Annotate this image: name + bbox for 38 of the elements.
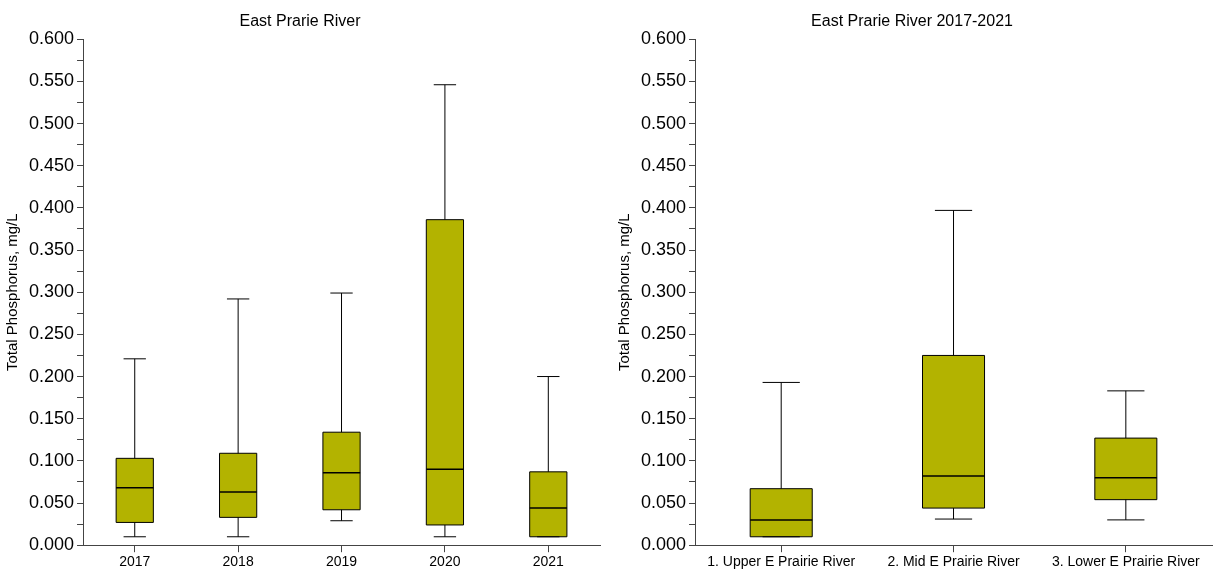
- y-tick-label: 0.200: [29, 365, 75, 386]
- y-tick-label: 0.250: [641, 323, 687, 344]
- y-tick-label: 0.050: [641, 492, 687, 512]
- y-tick-label: 0.350: [29, 239, 75, 259]
- chart-title: East Prarie River 2017-2021: [811, 12, 1014, 30]
- y-tick-label: 0.500: [641, 112, 687, 133]
- y-tick-label: 0.550: [641, 70, 687, 91]
- x-tick-label: 2017: [119, 553, 151, 570]
- y-tick-label: 0.350: [641, 239, 687, 259]
- x-tick-label: 2020: [429, 553, 461, 570]
- y-tick-label: 0.150: [641, 407, 687, 428]
- y-tick-label: 0.300: [29, 281, 75, 302]
- x-tick-label: 3. Lower E Prairie River: [1051, 553, 1201, 570]
- y-tick-label: 0.500: [29, 112, 75, 133]
- y-tick-label: 0.600: [29, 28, 75, 49]
- y-axis-title: Total Phosphorus, mg/L: [615, 213, 633, 371]
- x-tick-label: 2. Mid E Prairie River: [887, 553, 1020, 570]
- x-tick-label: 2021: [532, 553, 565, 570]
- x-tick-label: 2019: [325, 553, 358, 570]
- chart-title: East Prarie River: [239, 12, 362, 30]
- y-tick-label: 0.250: [29, 323, 75, 344]
- x-tick-label: 1. Upper E Prairie River: [707, 553, 856, 570]
- y-tick-label: 0.400: [641, 196, 687, 217]
- y-tick-label: 0.450: [29, 154, 75, 175]
- y-tick-label: 0.100: [641, 449, 687, 470]
- y-tick-label: 0.200: [641, 365, 687, 386]
- y-tick-label: 0.050: [29, 492, 75, 512]
- y-tick-label: 0.400: [29, 196, 75, 217]
- y-tick-label: 0.100: [29, 449, 75, 470]
- x-tick-label: 2018: [222, 553, 254, 570]
- y-tick-label: 0.450: [641, 154, 687, 175]
- y-tick-label: 0.300: [641, 281, 687, 302]
- y-tick-label: 0.550: [29, 70, 75, 91]
- y-tick-label: 0.000: [29, 534, 75, 555]
- y-tick-label: 0.150: [29, 407, 75, 428]
- y-tick-label: 0.000: [641, 534, 687, 555]
- y-tick-label: 0.600: [641, 28, 687, 49]
- y-axis-title: Total Phosphorus, mg/L: [3, 213, 21, 371]
